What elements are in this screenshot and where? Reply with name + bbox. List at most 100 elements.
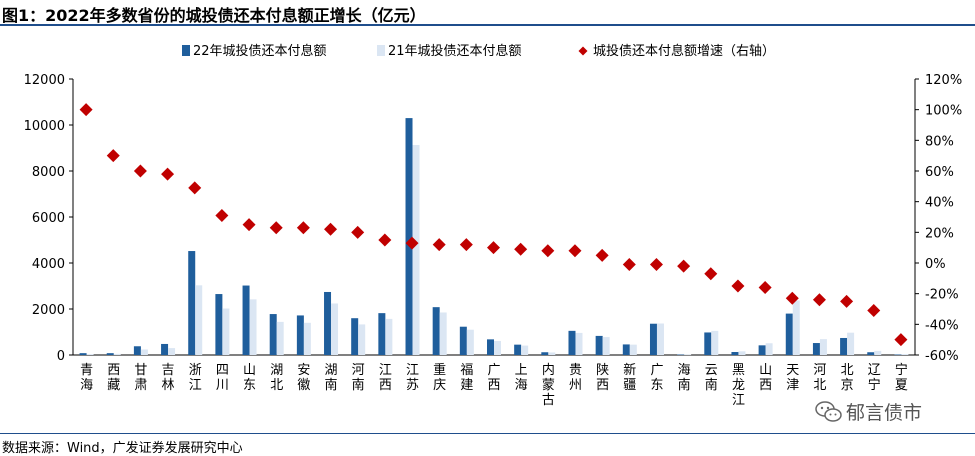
x-tick-label: 河北 [813,363,826,393]
bar-2021 [602,337,610,355]
y-right-tick-label: 40% [925,196,954,211]
bar-2022 [487,339,494,355]
growth-marker [785,291,799,305]
bar-2021 [494,340,501,355]
bar-2021 [847,332,855,355]
growth-marker [622,258,636,272]
y-right-tick-label: 120% [925,73,962,88]
growth-marker [704,267,718,281]
bar-2021 [412,145,420,355]
bar-2021 [358,324,366,355]
x-tick-label: 广西 [487,363,500,393]
x-tick-label: 云南 [705,363,718,393]
x-tick-label: 陕西 [596,363,609,393]
bar-2022 [432,307,440,355]
x-tick-label: 黑龙江 [732,363,745,408]
growth-marker [133,164,147,178]
bar-2021 [629,344,637,355]
bar-2022 [405,118,413,355]
chart: 0 2000 4000 6000 8000 10000 12000 -60% -40% -20% 0… [24,43,963,408]
bar-2021 [331,303,339,355]
growth-marker [459,238,473,252]
bar-2022 [649,323,657,355]
y-left-tick-label: 8000 [32,165,65,180]
x-tick-label: 北京 [841,363,854,393]
bar-2021 [656,323,664,355]
y-left-tick-label: 6000 [32,211,65,226]
bar-2022 [242,285,250,355]
bar-2022 [704,332,712,355]
bar-2022 [840,337,848,355]
x-tick-label: 山东 [243,363,256,393]
x-tick-label: 辽宁 [868,363,881,393]
bar-2021 [575,332,583,355]
y-left-tick-label: 2000 [32,303,65,318]
growth-marker [487,241,500,255]
growth-marker [867,304,881,318]
bar-2021 [521,345,529,355]
y-left-tick-label: 12000 [24,73,65,88]
x-tick-label: 甘肃 [134,363,147,393]
x-tick-label: 广东 [650,363,663,393]
x-tick-label: 山西 [759,363,772,393]
bar-2022 [378,313,386,355]
bar-2021 [738,351,746,355]
bar-2022 [541,352,549,355]
bar-2021 [548,352,556,355]
legend-label-growth: 城投债还本付息额增速（右轴） [593,43,775,59]
bar-2021 [86,354,94,355]
growth-marker [242,218,256,232]
y-right-tick-label: -40% [925,318,959,333]
x-tick-label: 上海 [515,363,528,393]
bar-2022 [758,345,766,355]
bar-2022 [188,251,196,355]
y-right-tick-label: 100% [925,104,962,119]
bar-2021 [276,321,284,355]
y-right-tick-label: -20% [925,288,959,303]
x-tick-label: 贵州 [569,363,582,393]
growth-marker [79,103,93,117]
growth-marker [161,167,175,181]
bar-2022 [595,335,603,355]
growth-marker [595,248,609,262]
growth-marker [541,244,555,258]
growth-marker [188,181,202,195]
bar-2021 [113,353,121,355]
bar-2022 [677,354,685,356]
bar-2021 [303,322,311,355]
x-tick-label: 海南 [678,363,691,393]
growth-marker [215,208,229,222]
legend-swatch-2021 [377,45,385,56]
x-tick-label: 湖南 [325,363,338,393]
bar-2022 [731,352,739,355]
x-tick-label: 天津 [786,363,799,393]
bar-2021 [792,300,800,355]
growth-marker [432,238,446,252]
x-tick-label: 四川 [216,363,229,393]
bar-2022 [324,291,332,355]
bar-2021 [385,318,393,355]
growth-marker [812,293,826,307]
y-left-tick-label: 10000 [24,119,65,134]
bar-2022 [106,353,114,355]
bar-2021 [195,285,203,355]
x-tick-label: 重庆 [433,362,446,393]
growth-marker [351,225,365,239]
bar-2022 [812,343,820,355]
x-tick-label: 浙江 [189,363,202,393]
bar-2022 [568,330,576,355]
bar-2022 [161,343,169,355]
y-left-tick-label: 0 [57,349,65,364]
legend-label-2021: 21年城投债还本付息额 [388,43,522,59]
growth-marker [514,242,528,256]
bar-2021 [140,349,148,355]
y-left-tick-label: 4000 [32,257,65,272]
bar-2022 [867,352,875,355]
x-tick-label: 新疆 [623,362,636,393]
watermark-text: 郁言债市 [846,402,923,424]
legend-swatch-2022 [182,45,190,56]
bar-2022 [894,354,902,356]
bar-2021 [466,329,474,355]
x-tick-label: 西藏 [107,363,120,393]
growth-marker [894,333,908,347]
